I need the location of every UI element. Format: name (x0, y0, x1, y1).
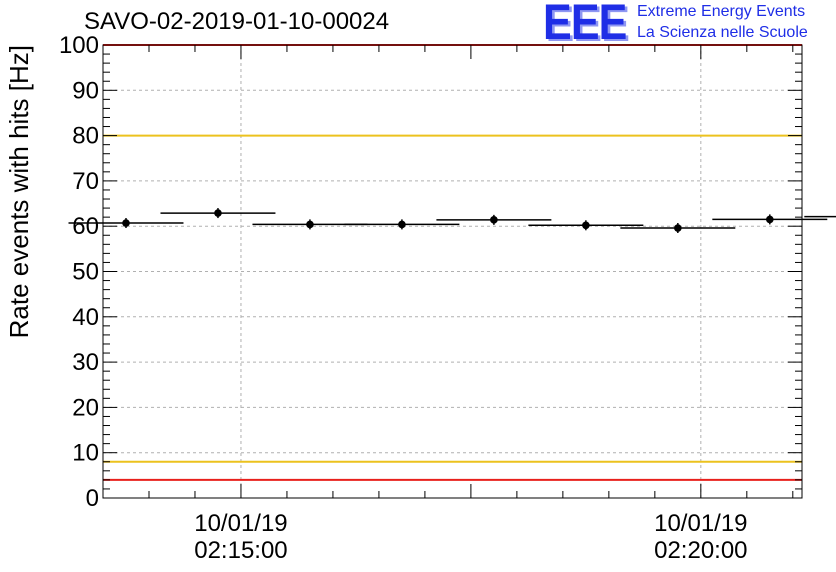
x-tick-label-time: 02:15:00 (194, 537, 287, 564)
chart-title: SAVO-02-2019-01-10-00024 (84, 8, 390, 35)
x-tick-label-time: 02:20:00 (654, 537, 747, 564)
data-point (490, 216, 498, 224)
data-point (766, 215, 774, 224)
data-point (122, 219, 130, 227)
logo-subtitle-2: La Scienza nelle Scuole (637, 24, 808, 41)
y-tick-label: 70 (72, 168, 99, 195)
data-point (214, 209, 222, 217)
y-axis-title: Rate events with hits [Hz] (4, 45, 34, 338)
y-tick-label: 10 (72, 440, 99, 467)
y-tick-label: 90 (72, 77, 99, 104)
y-tick-label: 60 (72, 213, 99, 240)
x-tick-label-date: 10/01/19 (194, 510, 287, 537)
data-point (306, 220, 314, 229)
y-tick-label: 30 (72, 349, 99, 376)
logo-subtitle-1: Extreme Energy Events (637, 3, 806, 20)
y-tick-label: 0 (86, 485, 99, 512)
y-tick-label: 40 (72, 304, 99, 331)
y-tick-label: 20 (72, 394, 99, 421)
y-tick-label: 50 (72, 259, 99, 286)
eee-logo: EEE (543, 0, 627, 50)
data-point (398, 220, 406, 229)
data-point (674, 224, 682, 232)
data-point (582, 221, 590, 230)
y-tick-label: 80 (72, 123, 99, 150)
y-tick-label: 100 (59, 32, 99, 59)
x-tick-label-date: 10/01/19 (654, 510, 747, 537)
